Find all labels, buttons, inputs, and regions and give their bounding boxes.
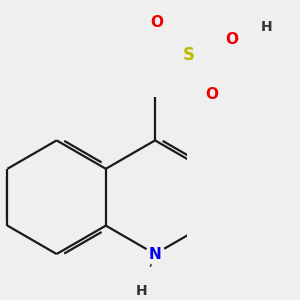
Text: H: H bbox=[136, 284, 147, 298]
Text: O: O bbox=[151, 16, 164, 31]
Text: S: S bbox=[183, 46, 195, 64]
Text: H: H bbox=[261, 20, 272, 34]
Text: N: N bbox=[149, 247, 161, 262]
Text: O: O bbox=[225, 32, 239, 47]
Text: O: O bbox=[206, 87, 218, 102]
